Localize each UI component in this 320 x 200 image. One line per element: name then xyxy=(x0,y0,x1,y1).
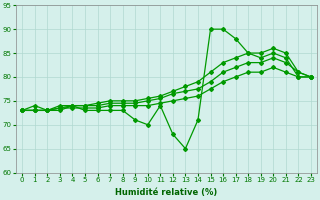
X-axis label: Humidité relative (%): Humidité relative (%) xyxy=(116,188,218,197)
